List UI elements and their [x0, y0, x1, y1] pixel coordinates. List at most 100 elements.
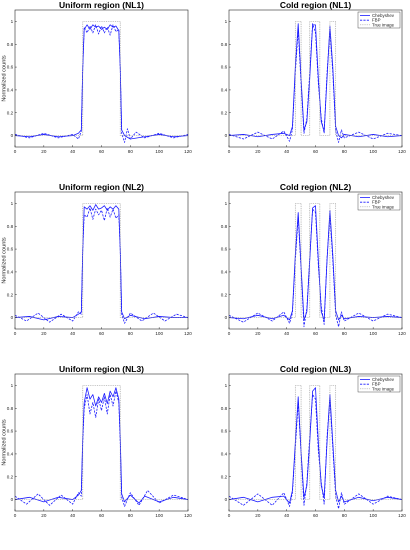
chart-title: Uniform region (NL3) [59, 364, 144, 374]
y-axis-label: Normalized counts [2, 237, 8, 284]
x-tick-label: 0 [228, 149, 231, 154]
legend-entry: True image [372, 204, 395, 209]
legend-entry: Chebyshev [372, 195, 395, 200]
y-tick-label: 0 [11, 133, 14, 138]
y-tick-label: 0.6 [221, 247, 228, 252]
y-tick-label: 0 [225, 133, 228, 138]
series-group [15, 21, 188, 143]
series-fbp [229, 394, 402, 510]
x-tick-label: 120 [398, 513, 406, 518]
series-fbp [229, 23, 402, 143]
x-tick-label: 100 [155, 331, 163, 336]
series-true-image [15, 385, 188, 500]
y-tick-label: 1 [11, 19, 14, 24]
y-tick-label: 0 [225, 315, 228, 320]
series-group [229, 203, 402, 328]
series-chebyshev [15, 24, 188, 140]
x-tick-label: 20 [255, 513, 261, 518]
x-tick-label: 20 [41, 513, 47, 518]
chart-title: Cold region (NL3) [280, 364, 351, 374]
y-tick-label: 0 [11, 497, 14, 502]
y-tick-label: 0.8 [7, 406, 14, 411]
series-true-image [229, 21, 402, 136]
y-tick-label: 1 [11, 383, 14, 388]
series-group [15, 385, 188, 507]
legend-entry: Chebyshev [372, 13, 395, 18]
y-tick-label: 0.2 [7, 110, 14, 115]
x-tick-label: 120 [184, 331, 192, 336]
legend-entry: Chebyshev [372, 377, 395, 382]
x-tick-label: 60 [99, 331, 105, 336]
chart-panel-3: Uniform region (NL2) 0 20 40 60 80 100 120 0 0.2 0… [2, 182, 193, 336]
legend-entry: True image [372, 386, 395, 391]
x-tick-label: 100 [155, 513, 163, 518]
x-tick-label: 120 [398, 331, 406, 336]
x-tick-label: 60 [99, 149, 105, 154]
chart-panel-6: Cold region (NL3) 0 20 40 60 80 100 120 0 0.2 0.4 0… [221, 364, 406, 518]
x-tick-label: 20 [41, 331, 47, 336]
y-tick-label: 0.8 [221, 224, 228, 229]
series-fbp [229, 208, 402, 328]
chart-title: Uniform region (NL2) [59, 182, 144, 192]
series-chebyshev [15, 387, 188, 504]
x-tick-label: 120 [398, 149, 406, 154]
y-tick-label: 0.4 [221, 270, 228, 275]
x-tick-label: 40 [284, 513, 290, 518]
series-group [229, 385, 402, 510]
x-tick-label: 40 [284, 149, 290, 154]
chart-panel-2: Cold region (NL1) 0 20 40 60 80 100 120 0 0.2 0.4 0… [221, 0, 406, 154]
plot-area-frame [14, 191, 189, 330]
chart-panel-4: Cold region (NL2) 0 20 40 60 80 100 120 0 0.2 0.4 0… [221, 182, 406, 336]
series-fbp [15, 207, 188, 324]
series-fbp [15, 24, 188, 143]
y-tick-label: 1 [225, 19, 228, 24]
series-fbp [15, 390, 188, 507]
x-tick-label: 80 [128, 513, 134, 518]
series-chebyshev [15, 204, 188, 321]
y-tick-label: 0.8 [221, 42, 228, 47]
y-tick-label: 0.6 [7, 247, 14, 252]
series-true-image [229, 203, 402, 318]
series-chebyshev [229, 23, 402, 139]
x-tick-label: 80 [128, 149, 134, 154]
y-tick-label: 0.4 [7, 452, 14, 457]
y-tick-label: 0.2 [221, 292, 228, 297]
plot-area-frame [14, 9, 189, 148]
chart-title: Uniform region (NL1) [59, 0, 144, 10]
x-tick-label: 0 [228, 513, 231, 518]
y-tick-label: 0.8 [7, 42, 14, 47]
x-tick-label: 120 [184, 149, 192, 154]
chart-title: Cold region (NL1) [280, 0, 351, 10]
series-true-image [15, 203, 188, 318]
x-tick-label: 100 [155, 149, 163, 154]
y-tick-label: 0.8 [7, 224, 14, 229]
y-tick-label: 0.6 [7, 65, 14, 70]
x-tick-label: 40 [70, 513, 76, 518]
x-tick-label: 0 [228, 331, 231, 336]
x-tick-label: 100 [369, 149, 377, 154]
legend-entry: FBP [372, 18, 381, 23]
y-tick-label: 0.2 [221, 474, 228, 479]
y-tick-label: 0.8 [221, 406, 228, 411]
y-tick-label: 0.2 [221, 110, 228, 115]
x-tick-label: 0 [14, 149, 17, 154]
series-chebyshev [229, 205, 402, 321]
legend-entry: True image [372, 22, 395, 27]
legend-entry: FBP [372, 200, 381, 205]
x-tick-label: 0 [14, 513, 17, 518]
series-true-image [15, 21, 188, 136]
x-tick-label: 40 [70, 149, 76, 154]
x-tick-label: 80 [342, 331, 348, 336]
y-tick-label: 0.6 [221, 65, 228, 70]
x-tick-label: 20 [41, 149, 47, 154]
y-tick-label: 0.4 [221, 88, 228, 93]
x-tick-label: 20 [255, 149, 261, 154]
x-tick-label: 80 [342, 149, 348, 154]
x-tick-label: 60 [99, 513, 105, 518]
x-tick-label: 40 [70, 331, 76, 336]
x-tick-label: 20 [255, 331, 261, 336]
y-tick-label: 0.2 [7, 474, 14, 479]
y-tick-label: 0.6 [7, 429, 14, 434]
